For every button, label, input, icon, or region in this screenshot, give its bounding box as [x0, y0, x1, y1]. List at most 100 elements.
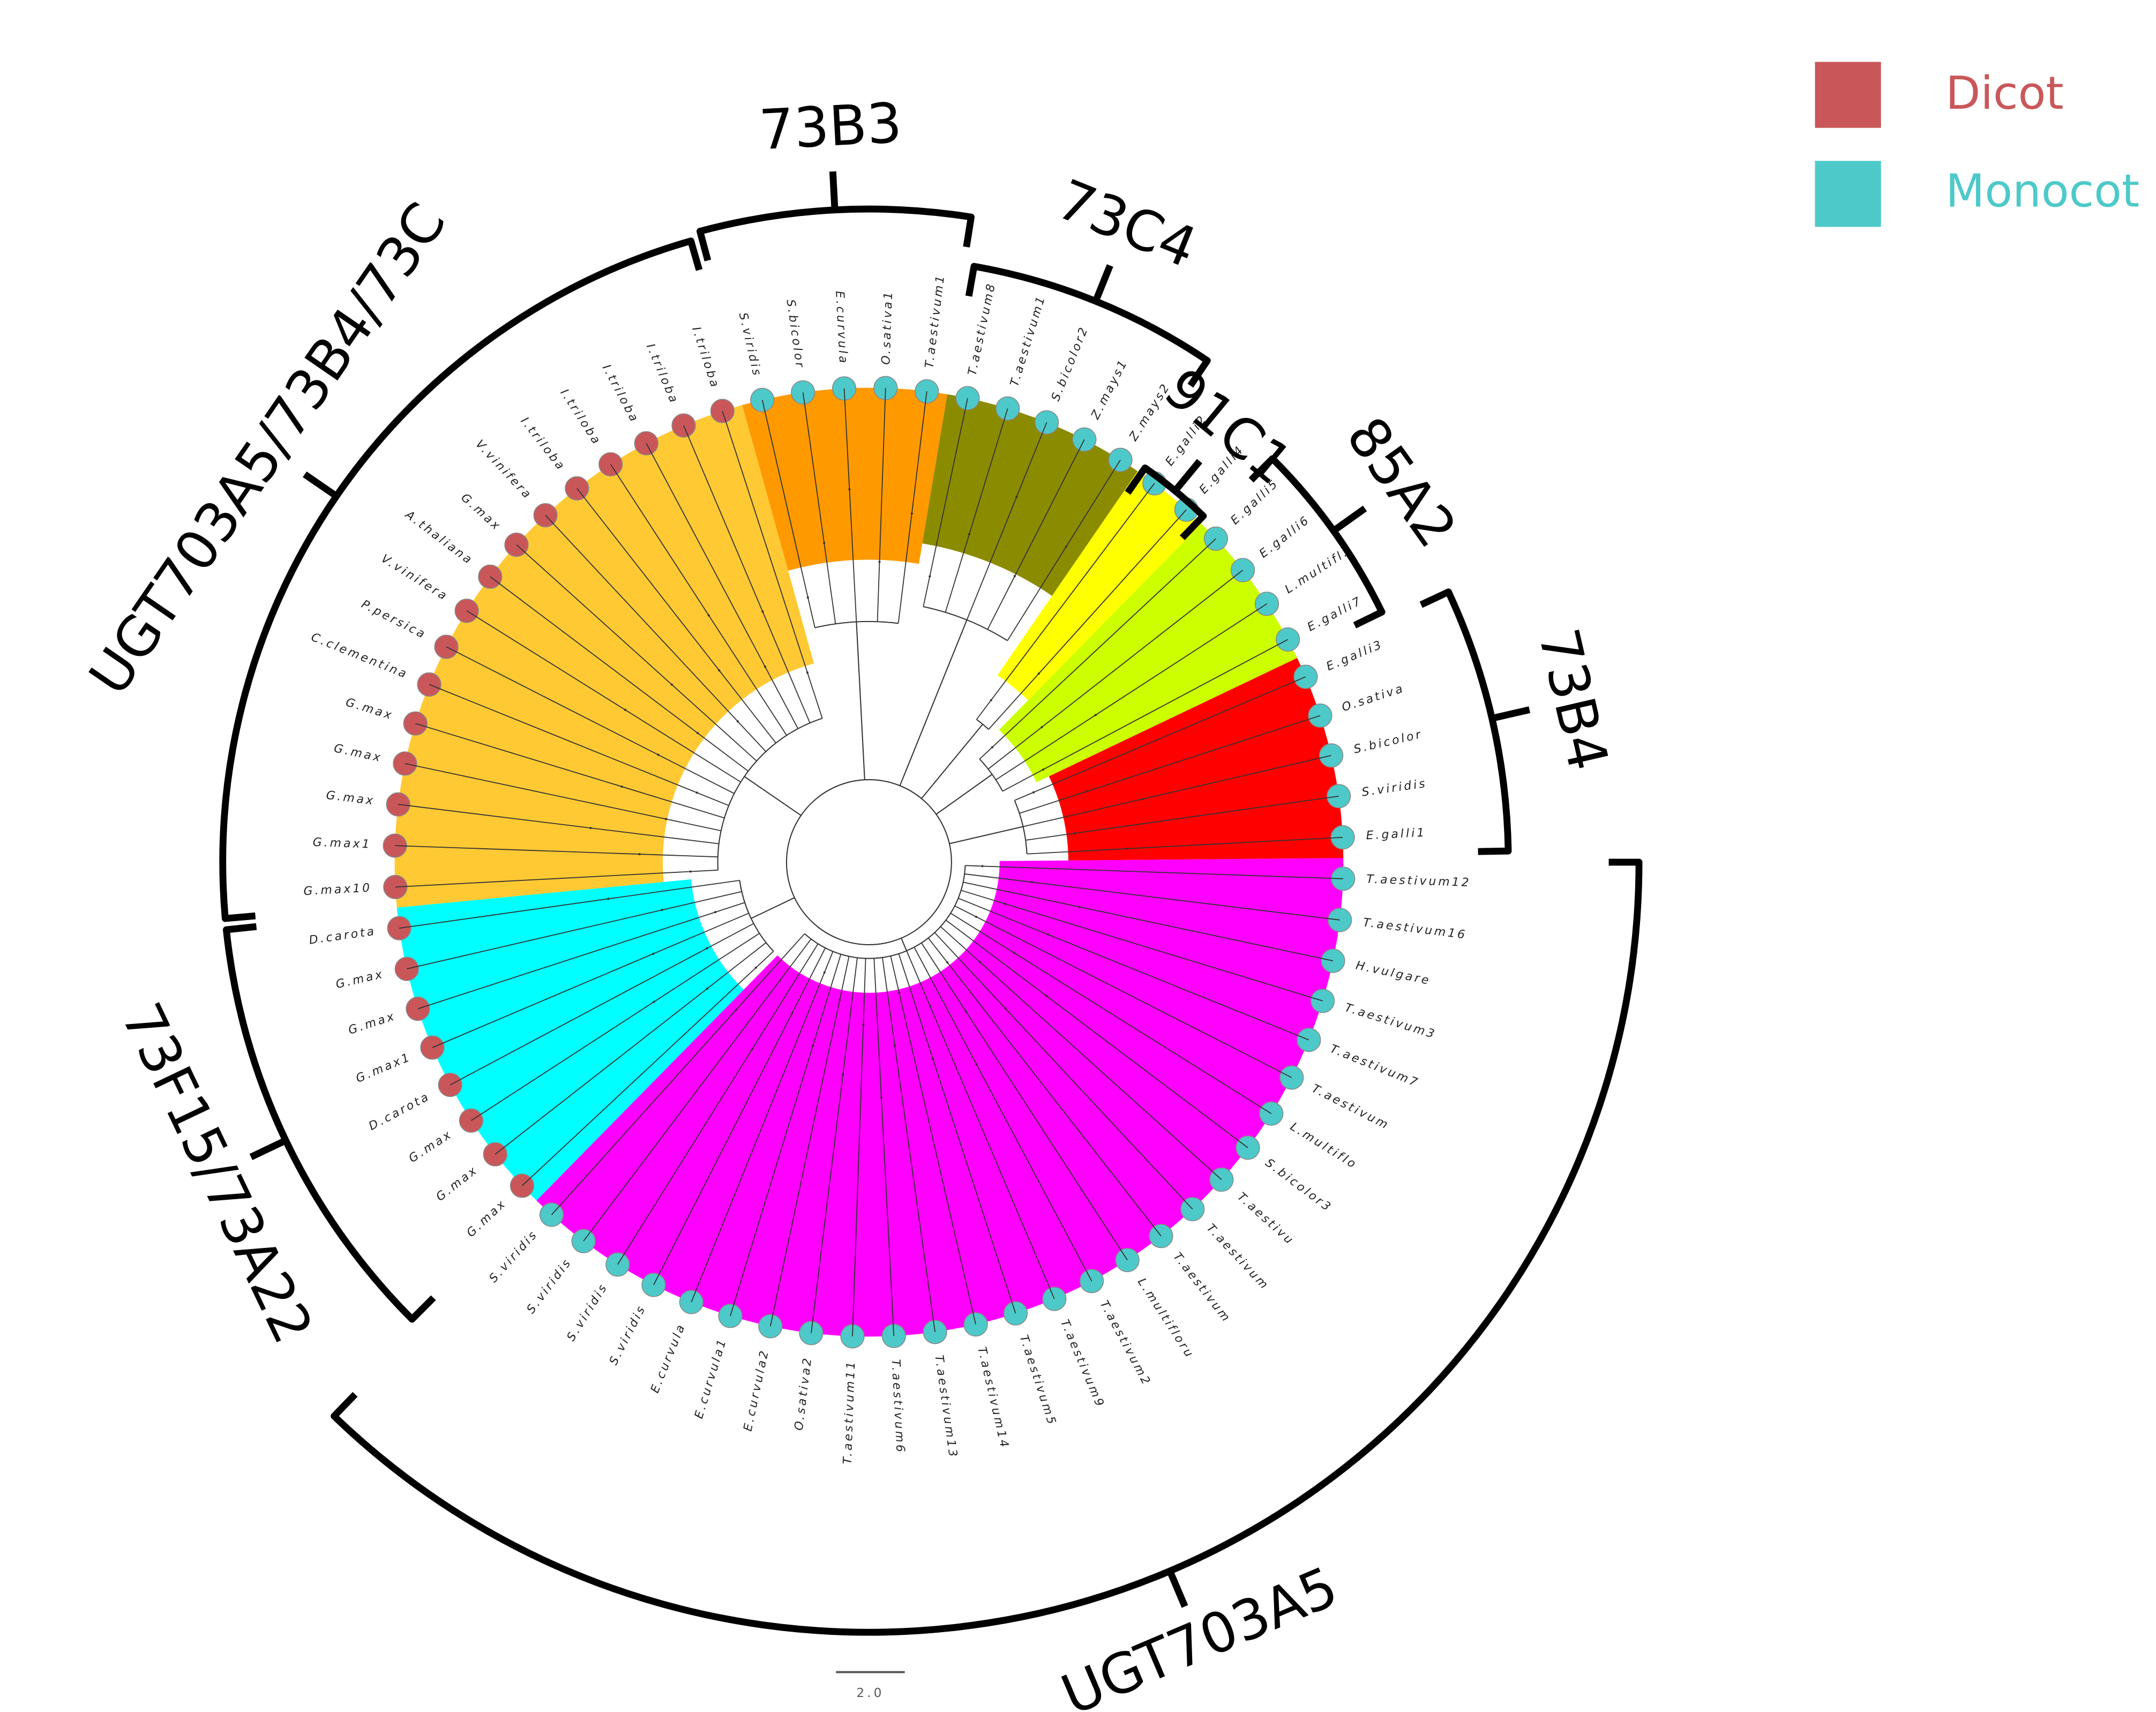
- tree-branch: [814, 620, 899, 629]
- tree-node: [975, 915, 978, 918]
- tree-node: [1032, 791, 1035, 794]
- legend-swatch: [1815, 62, 1881, 128]
- leaf-label: E.curvula2: [742, 1348, 772, 1432]
- tree-branch: [965, 865, 1343, 879]
- leaf-dot: [671, 413, 696, 438]
- tree-node: [1141, 798, 1144, 801]
- leaf-label: S.bicolor: [783, 298, 806, 370]
- leaf-label: S.viridis: [524, 1255, 574, 1316]
- leaf-label: T.aestivum11: [841, 1359, 858, 1464]
- tree-node: [1047, 933, 1050, 936]
- tree-branch: [717, 717, 823, 870]
- leaf-dot: [1254, 592, 1279, 616]
- leaf-dot: [1209, 1167, 1234, 1192]
- tree-node: [790, 1012, 793, 1015]
- tree-node: [1042, 768, 1045, 771]
- leaf-label: T.aestivum9: [1058, 1318, 1107, 1410]
- leaf-label: T.aestivum16: [1363, 916, 1468, 942]
- tree-branch: [610, 464, 787, 736]
- tree-branch: [1019, 715, 1321, 814]
- leaf-label: G.max: [407, 1127, 455, 1165]
- leaf-label: L.multiflo: [1287, 1120, 1359, 1172]
- leaf-dot: [1115, 1247, 1140, 1273]
- tree-node: [991, 746, 993, 749]
- tree-node: [812, 1044, 814, 1047]
- tree-branch: [950, 913, 1272, 1114]
- tree-node: [975, 1063, 978, 1066]
- tree-branch: [927, 938, 1162, 1237]
- tree-branch: [646, 443, 799, 729]
- leaf-label: H.vulgare: [1354, 959, 1432, 988]
- tree-node: [652, 952, 655, 955]
- tree-node: [1078, 906, 1081, 908]
- layer: [394, 387, 1344, 1337]
- legend-label: Dicot: [1945, 66, 2063, 119]
- tree-branch: [1023, 755, 1331, 827]
- tree-node: [1073, 832, 1076, 835]
- tree-node: [778, 979, 781, 982]
- leaf-label: T.aestivum3: [1343, 1001, 1438, 1042]
- tree-branch: [979, 538, 1217, 760]
- leaf-label: I.triloba: [518, 415, 568, 474]
- clade-bracket: [249, 1137, 288, 1161]
- leaf-dot: [598, 452, 623, 477]
- tree-node: [763, 666, 767, 668]
- leaf-label: G.max: [347, 1010, 398, 1037]
- leaf-dot: [758, 1314, 783, 1339]
- leaf-label: E.galli7: [1305, 594, 1365, 634]
- clade-label: 73F15/73A22: [109, 993, 325, 1353]
- tree-node: [978, 961, 981, 963]
- tree-branch: [963, 881, 1334, 962]
- leaf-label: T.aestivum6: [889, 1359, 907, 1454]
- tree-node: [839, 999, 841, 1001]
- tree-node: [1013, 575, 1016, 578]
- leaf-label: E.galli3: [1324, 638, 1386, 674]
- tree-branch: [407, 891, 742, 970]
- leaf-label: T.aestivum1: [1008, 293, 1049, 388]
- leaf-label: S.bicolor2: [1049, 324, 1091, 403]
- clade-bracket: [1248, 455, 1386, 629]
- tree-branch: [1027, 836, 1343, 855]
- leaf-label: G.max: [344, 696, 395, 723]
- tree-node: [964, 1010, 967, 1013]
- clade-bracket: [303, 471, 339, 499]
- clade-sector: [997, 471, 1202, 701]
- tree-branch: [852, 958, 866, 1336]
- tree-branch: [890, 955, 976, 1325]
- tree-node: [880, 1096, 883, 1099]
- tree-branch: [744, 776, 802, 816]
- leaf-label: C.clementina: [309, 631, 410, 682]
- leaf-label: V.vinifera: [473, 437, 535, 502]
- leaf-dot: [915, 379, 939, 403]
- tree-node: [929, 1005, 931, 1007]
- leaf-dot: [1149, 1224, 1173, 1249]
- clade-bracket: [1331, 505, 1367, 534]
- tree-node: [929, 575, 931, 578]
- leaf-label: I.triloba: [643, 342, 681, 407]
- leaf-label: G.max1: [354, 1050, 414, 1086]
- leaf-label: S.viridis: [564, 1281, 610, 1344]
- tree-branch: [521, 951, 774, 1186]
- tree-node: [714, 911, 717, 914]
- leaf-dot: [1236, 1135, 1260, 1160]
- leaf-label: O.sativa: [1340, 682, 1406, 714]
- tree-branch: [897, 391, 927, 624]
- tree-branch: [940, 926, 1222, 1180]
- clade-label: 85A2: [1334, 406, 1468, 559]
- tree-branch: [1014, 676, 1306, 801]
- clade-sector: [536, 858, 1344, 1337]
- tree-branch: [617, 943, 819, 1265]
- leaf-label: E.galli6: [1257, 513, 1313, 560]
- tree-branch: [954, 905, 1292, 1078]
- tree-branch: [961, 889, 1323, 1001]
- leaf-label: S.viridis: [607, 1303, 649, 1367]
- tree-branch: [691, 951, 834, 1303]
- tree-branch: [843, 388, 857, 622]
- tree-node: [1040, 726, 1043, 729]
- leaf-label: E.curvula1: [692, 1336, 730, 1421]
- tree-branch: [551, 933, 805, 1215]
- leaf-label: Z.mays1: [1089, 357, 1131, 422]
- tree-node: [707, 614, 710, 617]
- tree-node: [1013, 952, 1015, 954]
